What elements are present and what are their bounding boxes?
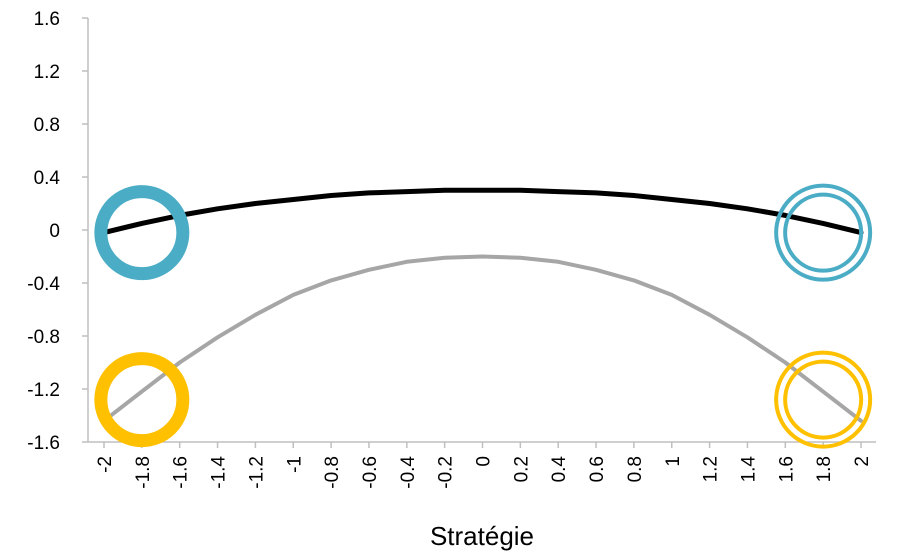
y-tick-label: 0 xyxy=(49,221,60,242)
circle-marker-thick xyxy=(94,185,190,281)
x-tick-label: 1.8 xyxy=(814,456,835,482)
series-line-2 xyxy=(102,254,863,423)
axes xyxy=(82,17,876,448)
x-tick-label: 0.2 xyxy=(511,456,532,482)
x-tick-label: -0.2 xyxy=(436,456,457,489)
y-tick-label: 0.4 xyxy=(34,168,61,189)
series-layer xyxy=(101,187,864,423)
x-tick-label: 2 xyxy=(852,456,873,467)
x-tick-label: -1.8 xyxy=(133,456,154,489)
y-tick-label: 0.8 xyxy=(34,115,60,136)
x-tick-label: -1.4 xyxy=(209,456,230,489)
x-tick-label: 0.4 xyxy=(549,456,570,483)
circle-marker-inner-ring xyxy=(783,359,864,440)
y-tick-label: 1.6 xyxy=(34,9,60,30)
x-tick-label: 1.4 xyxy=(738,456,759,483)
marker-layer xyxy=(94,183,873,449)
x-tick-label: -2 xyxy=(95,456,116,473)
y-tick-labels: 1.6 1.2 0.8 0.4 0 -0.4 -0.8 -1.2 -1.6 xyxy=(27,9,60,454)
x-tick-labels: -2 -1.8 -1.6 -1.4 -1.2 -1 -0.8 -0.6 -0.4 -0.2 0 0.2… xyxy=(95,456,873,489)
circle-marker-outer-ring xyxy=(774,350,873,449)
y-tick-label: -1.2 xyxy=(27,380,60,401)
x-axis-title: Stratégie xyxy=(430,521,534,551)
x-tick-label: -1.2 xyxy=(246,456,267,489)
x-tick-label: 1.2 xyxy=(701,456,722,482)
x-tick-label: -0.4 xyxy=(398,456,419,489)
circle-marker-inner-ring xyxy=(783,192,864,273)
x-tick-label: -1.6 xyxy=(171,456,192,489)
circle-marker-double xyxy=(774,183,873,282)
x-tick-label: 1 xyxy=(663,456,684,467)
y-tick-label: 1.2 xyxy=(34,62,60,83)
x-tick-label: 0.6 xyxy=(587,456,608,482)
x-tick-label: -1 xyxy=(284,456,305,473)
x-tick-label: 1.6 xyxy=(776,456,797,482)
circle-marker-outer-ring xyxy=(774,183,873,282)
x-tick-label: 0 xyxy=(474,456,495,467)
x-tick-label: 0.8 xyxy=(625,456,646,482)
y-tick-label: -1.6 xyxy=(27,433,60,454)
series-line-1 xyxy=(101,187,864,236)
circle-marker-double xyxy=(774,350,873,449)
x-tick-label: -0.6 xyxy=(360,456,381,489)
x-tick-label: -0.8 xyxy=(322,456,343,489)
y-tick-label: -0.4 xyxy=(27,274,60,295)
y-tick-label: -0.8 xyxy=(27,327,60,348)
circle-marker-thick xyxy=(94,352,190,448)
